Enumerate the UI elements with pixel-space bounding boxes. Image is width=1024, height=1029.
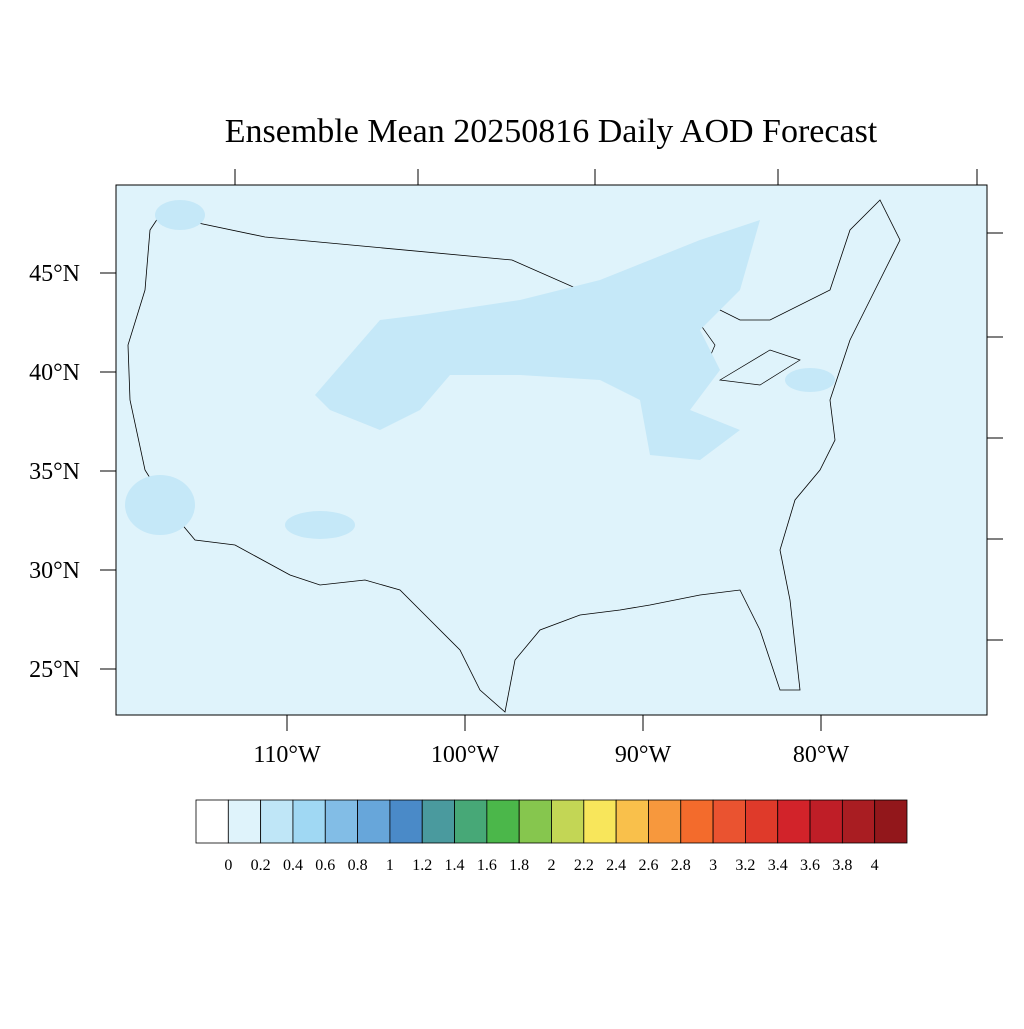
color-box xyxy=(583,799,617,844)
colorbar-label: 1 xyxy=(386,857,394,874)
colorbar-label: 4 xyxy=(871,857,879,874)
edge-ticks xyxy=(234,169,1003,641)
color-box xyxy=(648,799,682,844)
colorbar-label: 3.2 xyxy=(735,857,755,874)
lat-label: 40°N xyxy=(29,360,80,386)
color-box xyxy=(841,799,876,844)
color-box xyxy=(680,799,714,844)
colorbar-label: 0 xyxy=(224,857,232,874)
colorbar-label: 1.8 xyxy=(509,857,529,874)
colorbar-label: 3.4 xyxy=(768,857,788,874)
colorbar-label: 3.6 xyxy=(800,857,820,874)
colorbar-label: 2.8 xyxy=(671,857,691,874)
color-box xyxy=(421,799,455,844)
map-frame xyxy=(115,184,988,716)
color-box xyxy=(227,799,262,844)
color-box xyxy=(486,799,520,844)
colorbar-label: 2.2 xyxy=(574,857,594,874)
colorbar-label: 0.4 xyxy=(283,857,303,874)
lon-label: 100°W xyxy=(431,742,500,768)
color-box xyxy=(874,799,908,844)
color-box xyxy=(389,799,423,844)
color-box xyxy=(292,799,326,844)
lon-label: 90°W xyxy=(615,742,672,768)
color-box xyxy=(260,799,294,844)
color-box xyxy=(551,799,585,844)
lat-label: 25°N xyxy=(29,657,80,683)
coastline xyxy=(127,199,901,713)
lon-label: 80°W xyxy=(793,742,850,768)
colorbar-label: 1.2 xyxy=(412,857,432,874)
color-box xyxy=(745,799,779,844)
color-box xyxy=(454,799,488,844)
colorbar-label: 0.6 xyxy=(315,857,335,874)
color-box xyxy=(615,799,649,844)
lon-label: 110°W xyxy=(253,742,321,768)
aod-areas xyxy=(125,200,835,539)
colorbar-label: 0.8 xyxy=(348,857,368,874)
color-box xyxy=(809,799,843,844)
lat-label: 45°N xyxy=(29,261,80,287)
color-box xyxy=(357,799,391,844)
lat-label: 35°N xyxy=(29,459,80,485)
colorbar-label: 2 xyxy=(548,857,556,874)
colorbar-label: 1.6 xyxy=(477,857,497,874)
colorbar-label: 2.4 xyxy=(606,857,626,874)
title: Ensemble Mean 20250816 Daily AOD Forecas… xyxy=(225,113,878,150)
colorbar-label: 0.2 xyxy=(251,857,271,874)
colorbar-label: 1.4 xyxy=(445,857,465,874)
color-box xyxy=(324,799,358,844)
map xyxy=(115,169,1003,716)
colorbar-label: 2.6 xyxy=(638,857,658,874)
lat-label: 30°N xyxy=(29,558,80,584)
color-box xyxy=(518,799,552,844)
color-box xyxy=(777,799,811,844)
colorbar-label: 3 xyxy=(709,857,717,874)
colorbar-label: 3.8 xyxy=(832,857,852,874)
color-box xyxy=(712,799,746,844)
color-box xyxy=(195,799,229,844)
